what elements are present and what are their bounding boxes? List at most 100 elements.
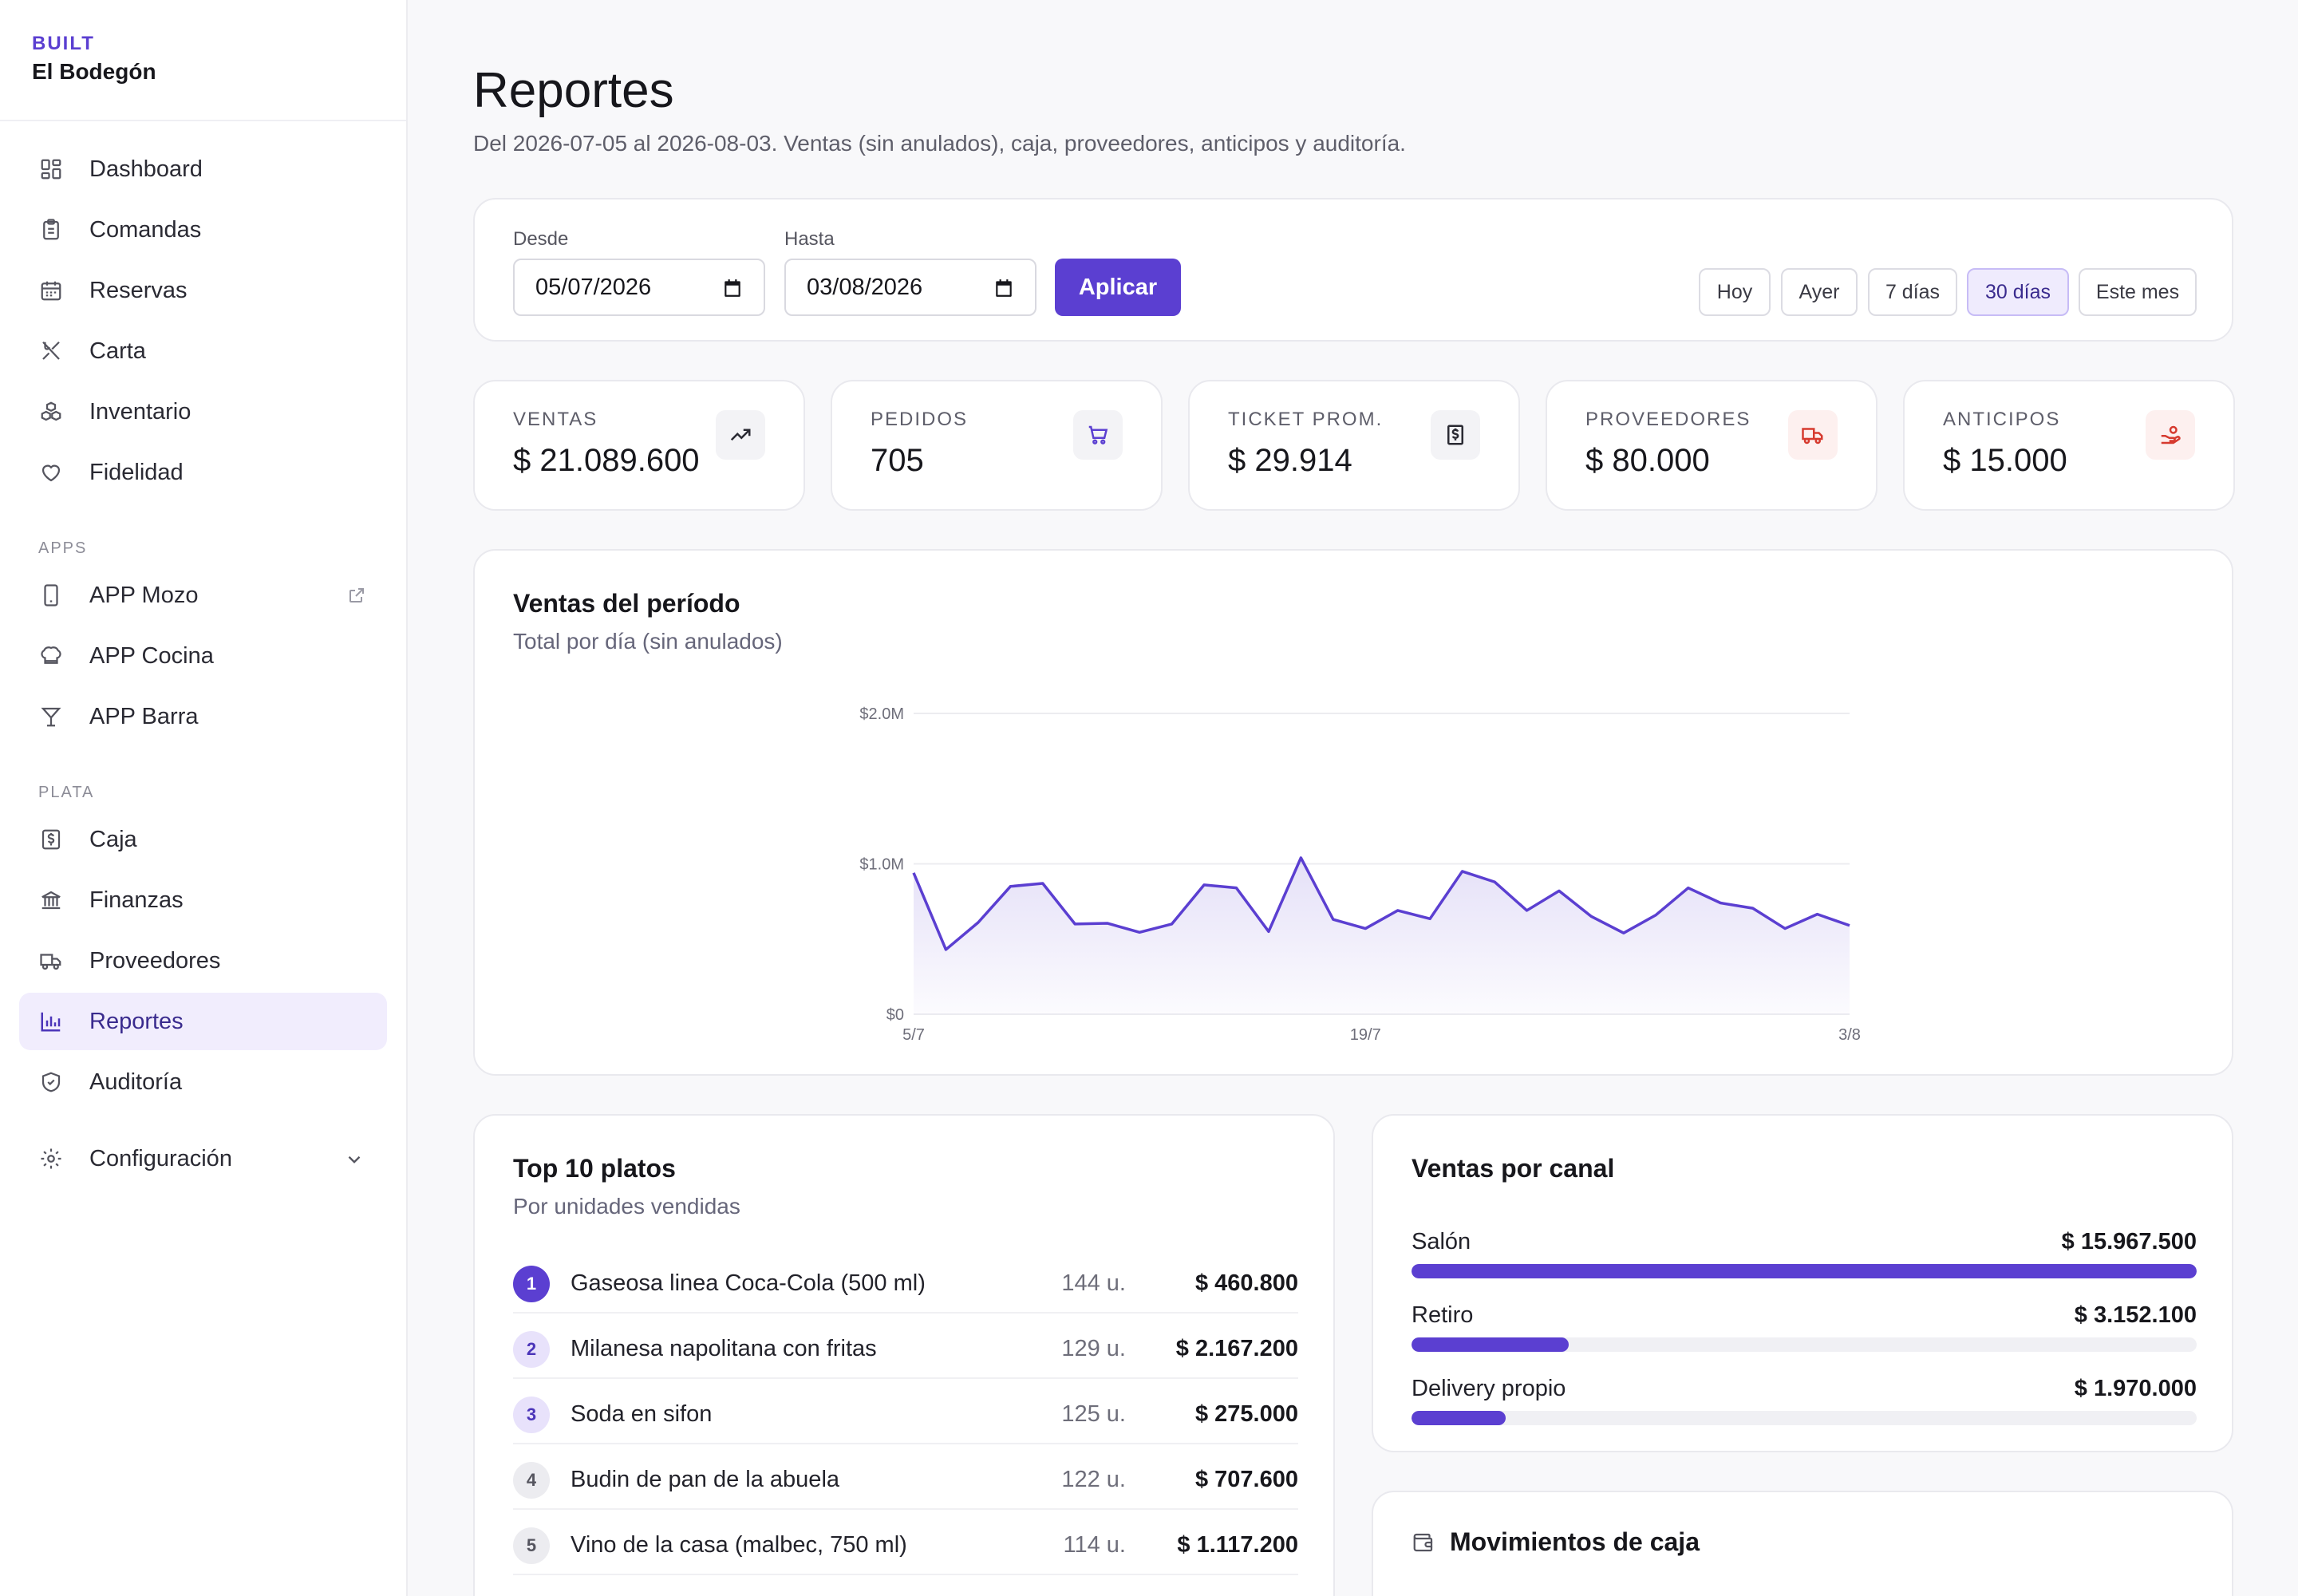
y-tick-label: $1.0M (859, 856, 904, 874)
data-point (1332, 918, 1335, 921)
data-point (1202, 883, 1206, 887)
sidebar-item-auditoria[interactable]: Auditoría (19, 1053, 387, 1111)
data-point (1396, 909, 1400, 912)
dish-name: Milanesa napolitana con fritas (571, 1336, 877, 1361)
desde-date-input[interactable]: 05/07/2026 (513, 259, 765, 316)
sidebar-item-proveedores[interactable]: Proveedores (19, 932, 387, 990)
heart-icon (38, 460, 64, 485)
data-point (1041, 882, 1044, 885)
top-dishes-title: Top 10 platos (513, 1154, 676, 1183)
sidebar-item-label: APP Cocina (89, 642, 214, 669)
chip-hoy[interactable]: Hoy (1699, 268, 1771, 316)
apply-button[interactable]: Aplicar (1055, 259, 1181, 316)
cash-movements-card: Movimientos de caja (1372, 1491, 2233, 1596)
x-tick-label: 19/7 (1350, 1026, 1381, 1044)
data-point (1719, 902, 1722, 905)
rank-badge: 1 (513, 1266, 550, 1302)
data-point (977, 921, 980, 924)
truck-icon (1788, 410, 1838, 460)
sidebar-item-dashboard[interactable]: Dashboard (19, 140, 387, 198)
y-tick-label: $2.0M (859, 705, 904, 723)
sidebar-item-label: Dashboard (89, 156, 203, 182)
sidebar-item-carta[interactable]: Carta (19, 322, 387, 380)
sidebar-item-fidelidad[interactable]: Fidelidad (19, 444, 387, 501)
channel-bar-track (1412, 1337, 2197, 1352)
list-item[interactable]: 1 Gaseosa linea Coca-Cola (500 ml) 144 u… (513, 1248, 1298, 1314)
stat-label: TICKET PROM. (1228, 409, 1384, 430)
dish-units: 114 u. (1063, 1532, 1126, 1558)
channel-value: $ 1.970.000 (2074, 1376, 2197, 1401)
stat-card-anticipos: ANTICIPOS $ 15.000 (1903, 380, 2235, 511)
chip-30-dias[interactable]: 30 días (1967, 268, 2069, 316)
sidebar-item-label: APP Barra (89, 703, 199, 729)
dashboard-icon (38, 156, 64, 182)
hasta-date-input[interactable]: 03/08/2026 (784, 259, 1036, 316)
data-point (912, 871, 915, 875)
calendar-icon[interactable] (993, 278, 1014, 298)
list-item[interactable]: 3 Soda en sifon 125 u. $ 275.000 (513, 1379, 1298, 1444)
sales-line (912, 856, 1850, 951)
list-item[interactable]: 5 Vino de la casa (malbec, 750 ml) 114 u… (513, 1510, 1298, 1575)
bank-icon (38, 887, 64, 913)
sidebar-item-label: Carta (89, 338, 146, 364)
channel-title: Ventas por canal (1412, 1154, 1615, 1183)
data-point (1751, 907, 1755, 910)
cart-icon (1073, 410, 1123, 460)
data-point (1493, 880, 1496, 883)
sidebar-item-app-mozo[interactable]: APP Mozo (19, 567, 387, 624)
sidebar-item-caja[interactable]: Caja (19, 811, 387, 868)
sidebar-item-reportes[interactable]: Reportes (19, 993, 387, 1050)
list-item[interactable]: 4 Budin de pan de la abuela 122 u. $ 707… (513, 1444, 1298, 1510)
data-point (1234, 887, 1238, 890)
list-item[interactable]: 2 Milanesa napolitana con fritas 129 u. … (513, 1314, 1298, 1379)
chart-title: Ventas del período (513, 589, 740, 618)
sidebar-item-app-cocina[interactable]: APP Cocina (19, 627, 387, 685)
sidebar-item-label: Comandas (89, 216, 202, 243)
data-point (1267, 930, 1270, 933)
boxes-icon (38, 399, 64, 425)
data-point (1816, 913, 1819, 916)
dish-name: Vino de la casa (malbec, 750 ml) (571, 1532, 907, 1558)
data-point (1299, 856, 1302, 859)
dish-units: 144 u. (1061, 1270, 1126, 1296)
data-point (1589, 915, 1593, 918)
hasta-label: Hasta (784, 228, 835, 250)
dish-amount: $ 707.600 (1194, 1467, 1298, 1492)
chevron-down-icon[interactable] (344, 1149, 365, 1170)
sidebar-item-reservas[interactable]: Reservas (19, 262, 387, 319)
rank-badge: 5 (513, 1527, 550, 1564)
stat-value: 705 (871, 443, 924, 478)
sidebar-item-label: Auditoría (89, 1069, 183, 1095)
calendar-icon[interactable] (722, 278, 743, 298)
data-point (1461, 870, 1464, 873)
gear-icon (38, 1146, 64, 1171)
desde-label: Desde (513, 228, 569, 250)
section-label-plata: PLATA (38, 784, 95, 801)
chip-7-dias[interactable]: 7 días (1868, 268, 1957, 316)
stat-card-ventas: VENTAS $ 21.089.600 (473, 380, 805, 511)
stat-label: VENTAS (513, 409, 598, 430)
chip-este-mes[interactable]: Este mes (2079, 268, 2197, 316)
data-point (1073, 922, 1076, 926)
sales-chart-card: Ventas del período Total por día (sin an… (473, 549, 2233, 1076)
sidebar-item-inventario[interactable]: Inventario (19, 383, 387, 440)
brand[interactable]: BUILT El Bodegón (0, 0, 406, 121)
truck-icon (38, 948, 64, 974)
receipt-icon (1431, 410, 1480, 460)
data-point (1138, 930, 1141, 934)
external-link-icon[interactable] (347, 586, 366, 605)
sidebar-item-label: APP Mozo (89, 582, 199, 608)
chip-ayer[interactable]: Ayer (1781, 268, 1858, 316)
chef-hat-icon (38, 643, 64, 669)
channel-value: $ 3.152.100 (2074, 1302, 2197, 1328)
sidebar-item-app-barra[interactable]: APP Barra (19, 688, 387, 745)
sidebar-item-comandas[interactable]: Comandas (19, 201, 387, 259)
dish-units: 122 u. (1061, 1467, 1126, 1492)
brand-name: El Bodegón (32, 59, 156, 84)
chart-subtitle: Total por día (sin anulados) (513, 629, 783, 654)
sidebar-item-finanzas[interactable]: Finanzas (19, 871, 387, 929)
sidebar-item-configuracion[interactable]: Configuración (19, 1130, 387, 1187)
rank-badge: 4 (513, 1462, 550, 1499)
rank-badge: 2 (513, 1331, 550, 1368)
shield-icon (38, 1069, 64, 1095)
